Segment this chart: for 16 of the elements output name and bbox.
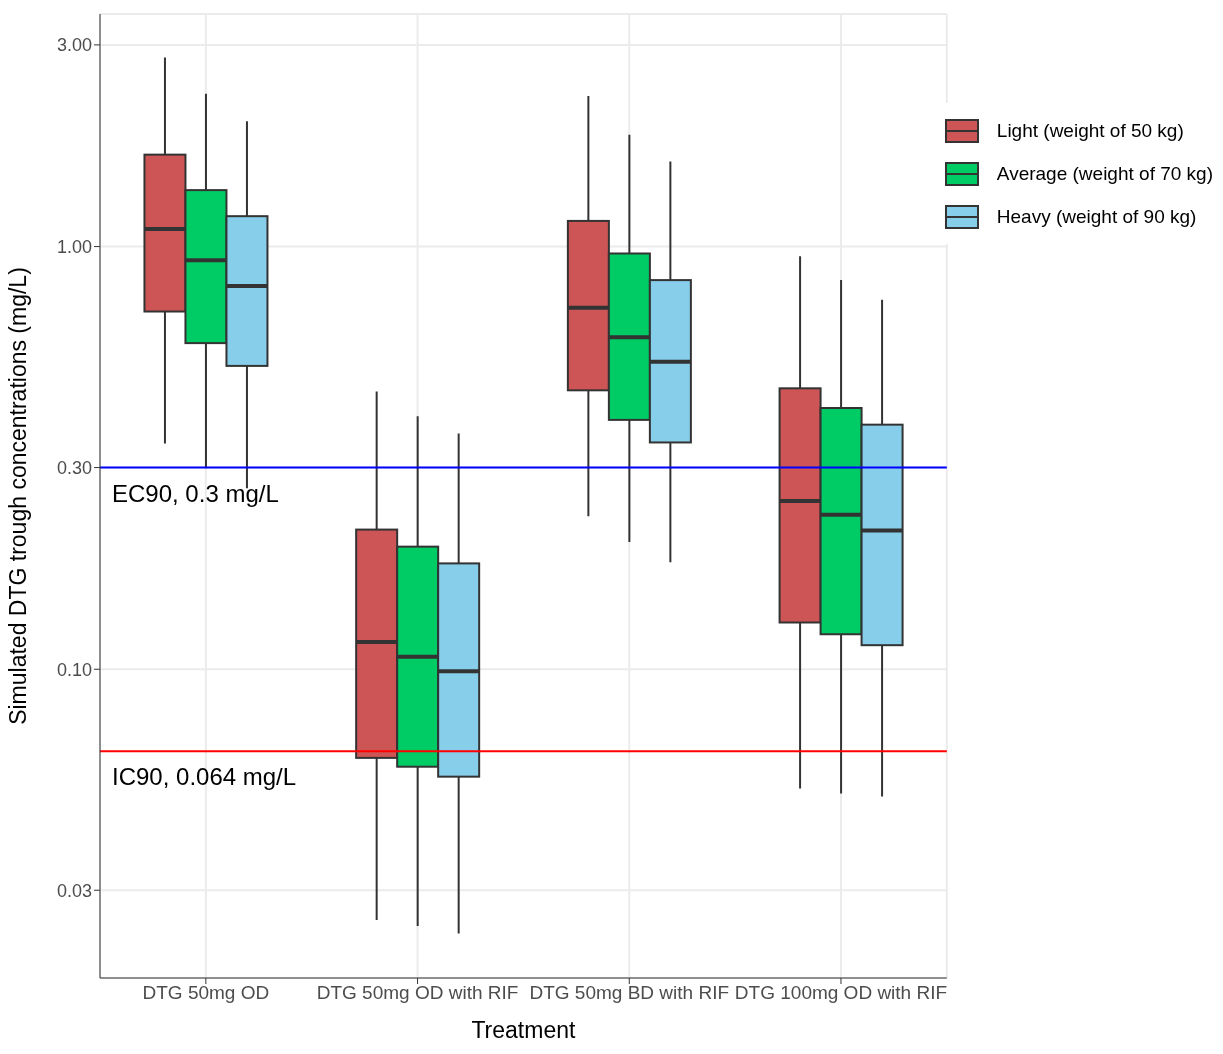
x-tick-label: DTG 50mg OD with RIF bbox=[316, 982, 519, 1004]
legend-label: Heavy (weight of 90 kg) bbox=[996, 205, 1197, 228]
y-tick-label: 0.30 bbox=[56, 457, 92, 478]
legend-label: Average (weight of 70 kg) bbox=[996, 162, 1213, 185]
y-axis-title: Simulated DTG trough concentrations (mg/L) bbox=[5, 267, 32, 725]
ref-line-label: EC90, 0.3 mg/L bbox=[112, 479, 279, 507]
x-tick-label: DTG 100mg OD with RIF bbox=[734, 982, 948, 1004]
legend-label: Light (weight of 50 kg) bbox=[996, 119, 1184, 142]
y-tick-label: 1.00 bbox=[56, 236, 92, 257]
y-tick-label: 3.00 bbox=[56, 35, 92, 56]
x-tick-label: DTG 50mg OD bbox=[142, 982, 270, 1004]
ref-line-label: IC90, 0.064 mg/L bbox=[112, 763, 297, 791]
y-tick-label: 0.10 bbox=[56, 659, 92, 680]
x-tick-label: DTG 50mg BD with RIF bbox=[529, 982, 730, 1004]
x-axis-title: Treatment bbox=[471, 1017, 576, 1043]
y-tick-label: 0.03 bbox=[56, 880, 92, 901]
